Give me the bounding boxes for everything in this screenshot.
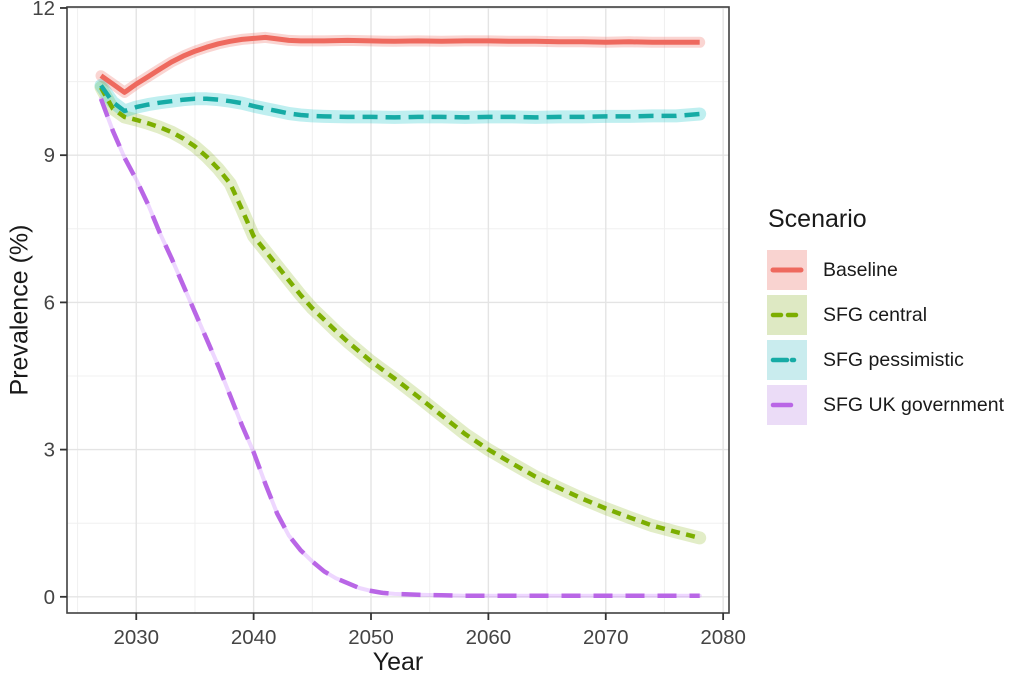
baseline-key-icon [767, 250, 807, 290]
panel-border [66, 6, 730, 614]
axis-tick-labels: 2030 2040 2050 2060 2070 2080 0 3 6 9 12 [32, 0, 746, 649]
x-tick-label: 2040 [231, 626, 277, 649]
x-axis-title: Year [372, 648, 424, 676]
legend-item-sfg-central: SFG central [767, 295, 1004, 335]
line-sfg-central [99, 86, 701, 541]
line-sfg-uk-government [98, 98, 700, 599]
y-tick-label: 6 [44, 291, 55, 314]
legend-title: Scenario [768, 205, 867, 233]
axis-ticks [60, 7, 725, 620]
legend-item-sfg-pessimistic: SFG pessimistic [767, 340, 1004, 380]
legend-items: Baseline SFG central SFG pessimistic SFG… [767, 250, 1004, 425]
y-axis-title: Prevalence (%) [5, 224, 34, 396]
y-tick-label: 9 [44, 144, 55, 167]
legend-label: SFG central [823, 303, 928, 326]
y-tick-label: 12 [32, 0, 55, 20]
x-tick-label: 2060 [466, 626, 512, 649]
sfg-uk-government-key-icon [767, 385, 807, 425]
x-tick-label: 2030 [113, 626, 159, 649]
line-sfg-pessimistic [99, 84, 700, 120]
line-baseline [99, 34, 700, 95]
x-tick-label: 2080 [700, 626, 746, 649]
legend-item-baseline: Baseline [767, 250, 1004, 290]
legend-label: SFG UK government [823, 393, 1004, 416]
legend: Scenario Baseline SFG central SFG pessim… [767, 205, 1004, 425]
y-tick-label: 3 [44, 439, 55, 462]
legend-label: Baseline [823, 258, 898, 281]
sfg-pessimistic-key-icon [767, 340, 807, 380]
series-lines [98, 34, 701, 599]
sfg-central-key-icon [767, 295, 807, 335]
legend-item-sfg-uk-government: SFG UK government [767, 385, 1004, 425]
y-tick-label: 0 [44, 586, 55, 609]
x-tick-label: 2070 [583, 626, 629, 649]
legend-label: SFG pessimistic [823, 348, 964, 371]
x-tick-label: 2050 [348, 626, 394, 649]
